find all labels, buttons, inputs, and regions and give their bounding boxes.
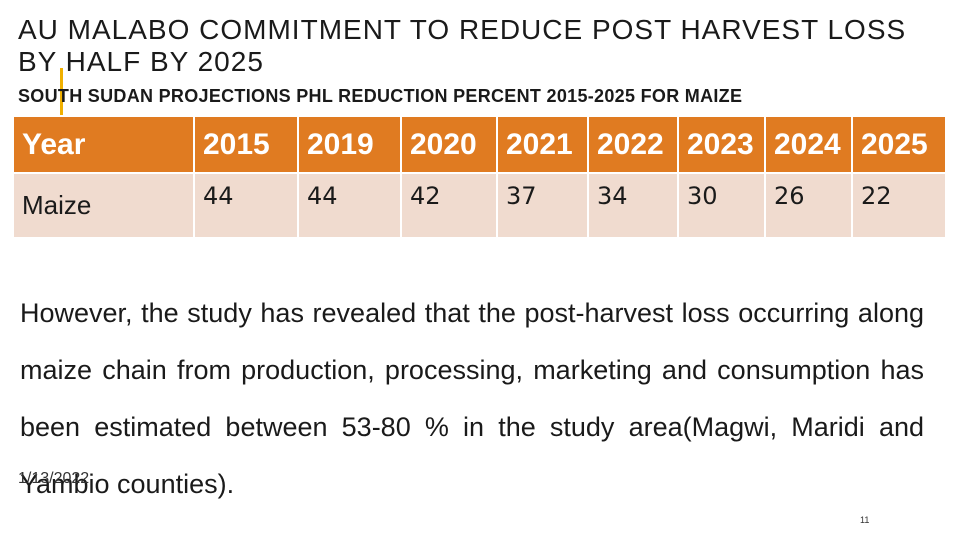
table-cell: 44 — [297, 172, 402, 239]
phl-projection-table: Year 2015 2019 2020 2021 2022 2023 2024 … — [12, 115, 947, 239]
header-cell: 2015 — [193, 115, 299, 174]
header-cell: 2020 — [400, 115, 498, 174]
row-label-maize: Maize — [12, 172, 195, 239]
body-paragraph: However, the study has revealed that the… — [20, 298, 924, 499]
footer-date: 1/13/2022 — [18, 470, 90, 487]
table-cell: 22 — [851, 172, 947, 239]
table-cell: 34 — [587, 172, 679, 239]
header-cell: 2019 — [297, 115, 402, 174]
header-cell: 2025 — [851, 115, 947, 174]
slide-subtitle: SOUTH SUDAN PROJECTIONS PHL REDUCTION PE… — [18, 86, 743, 106]
table-row: Maize 44 44 42 37 34 30 26 22 — [12, 172, 947, 239]
header-cell: 2021 — [496, 115, 589, 174]
header-cell: 2023 — [677, 115, 766, 174]
table-cell: 44 — [193, 172, 299, 239]
table-cell: 30 — [677, 172, 766, 239]
header-cell: 2024 — [764, 115, 853, 174]
accent-line — [60, 68, 63, 120]
table-cell: 42 — [400, 172, 498, 239]
header-cell: 2022 — [587, 115, 679, 174]
table-cell: 26 — [764, 172, 853, 239]
header-cell-year: Year — [12, 115, 195, 174]
table-header-row: Year 2015 2019 2020 2021 2022 2023 2024 … — [12, 115, 947, 174]
page-number: 11 — [860, 515, 870, 525]
slide-title: AU MALABO COMMITMENT TO REDUCE POST HARV… — [18, 14, 907, 77]
table-cell: 37 — [496, 172, 589, 239]
